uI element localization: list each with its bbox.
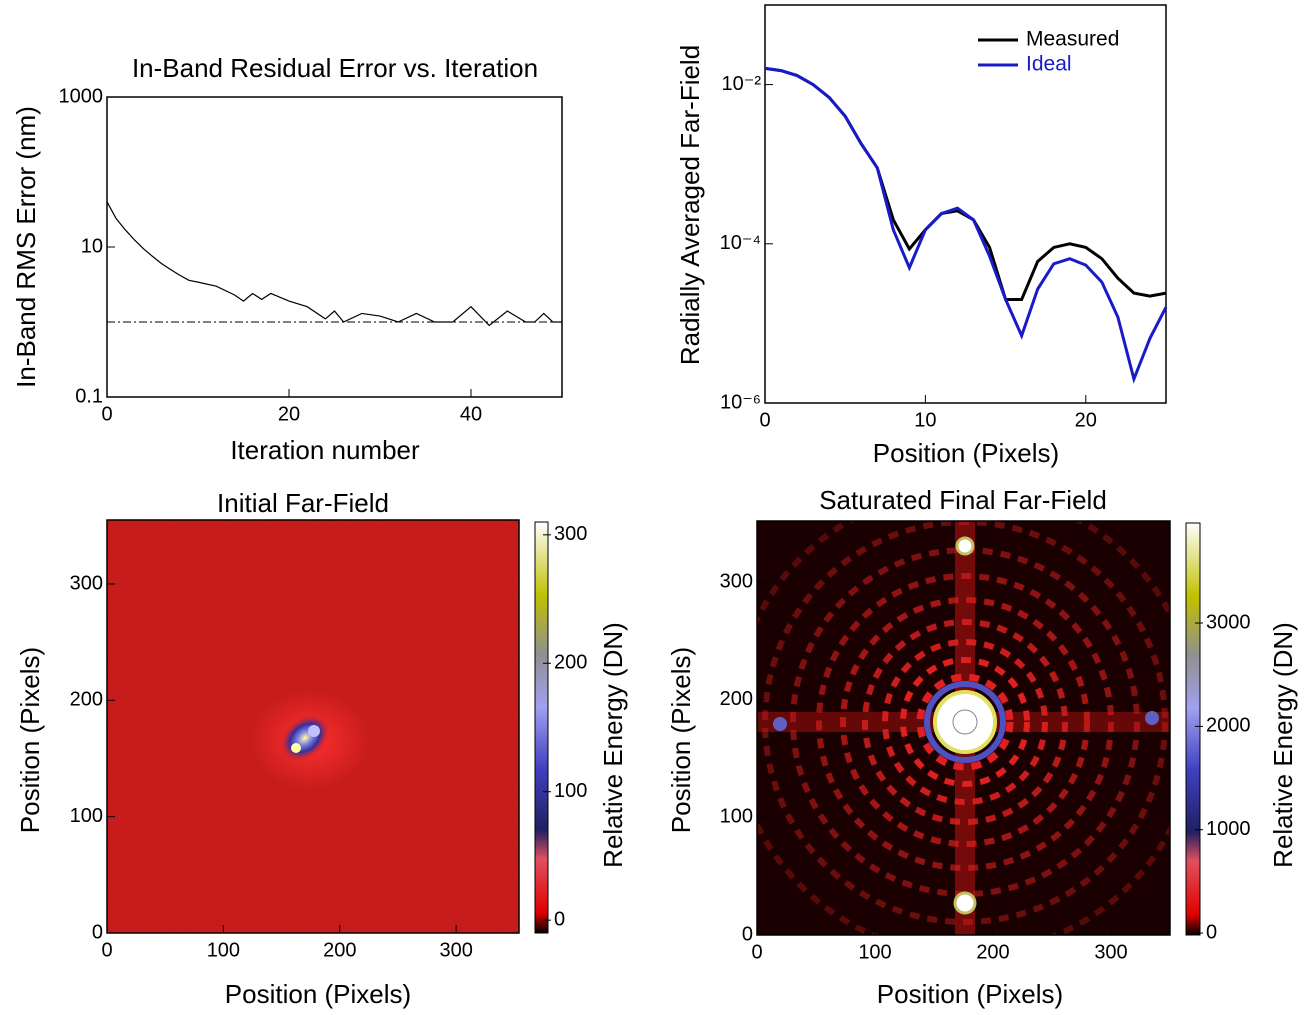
x-axis-label: Position (Pixels) (877, 979, 1063, 1009)
y-tick-label: 0 (742, 923, 753, 945)
x-tick-label: 40 (460, 403, 482, 425)
y-tick-label: 10 (81, 235, 103, 257)
x-tick-label: 20 (1075, 409, 1097, 431)
y-tick-label: 300 (720, 570, 753, 592)
x-tick-label: 200 (976, 941, 1009, 963)
y-axis-label: Position (Pixels) (15, 647, 45, 833)
y-tick-label: 0.1 (75, 385, 103, 407)
y-axis-label: Radially Averaged Far-Field (675, 45, 705, 365)
x-axis-label: Position (Pixels) (873, 438, 1059, 468)
y-tick-label: 200 (70, 689, 103, 711)
colorbar-tick-label: 0 (1206, 921, 1217, 943)
x-axis-label: Iteration number (230, 435, 420, 465)
x-tick-label: 100 (858, 941, 891, 963)
colorbar-tick-label: 200 (554, 652, 587, 674)
plot-frame (756, 520, 1171, 936)
y-tick-label: 100 (720, 806, 753, 828)
chart-title: In-Band Residual Error vs. Iteration (132, 53, 538, 83)
y-tick-label: 100 (70, 805, 103, 827)
x-tick-label: 200 (323, 939, 356, 961)
y-tick-label: 200 (720, 688, 753, 710)
colorbar-tick-label: 100 (554, 780, 587, 802)
colorbar (534, 521, 549, 934)
chart-title: Saturated Final Far-Field (819, 485, 1107, 515)
x-axis-label: Position (Pixels) (225, 979, 411, 1009)
colorbar-tick-label: 0 (554, 908, 565, 930)
y-tick-label: 10⁻⁶ (720, 391, 761, 413)
colorbar-label: Relative Energy (DN) (1268, 622, 1298, 868)
colorbar-tick-label: 2000 (1206, 715, 1251, 737)
legend-label: Measured (1026, 28, 1119, 51)
y-tick-label: 10⁻² (722, 73, 762, 95)
plot-frame (764, 4, 1167, 404)
x-tick-label: 10 (914, 409, 936, 431)
colorbar-tick-label: 1000 (1206, 818, 1251, 840)
x-tick-label: 300 (1094, 941, 1127, 963)
x-tick-label: 0 (101, 403, 112, 425)
x-tick-label: 20 (278, 403, 300, 425)
x-tick-label: 300 (439, 939, 472, 961)
colorbar-tick-label: 300 (554, 523, 587, 545)
x-tick-label: 0 (759, 409, 770, 431)
x-tick-label: 0 (101, 939, 112, 961)
colorbar-label: Relative Energy (DN) (598, 622, 628, 868)
chart-title: Initial Far-Field (217, 488, 389, 518)
heatmap-image (757, 521, 1170, 935)
y-axis-label: In-Band RMS Error (nm) (11, 106, 41, 388)
x-tick-label: 0 (751, 941, 762, 963)
legend-label: Ideal (1026, 53, 1072, 76)
y-tick-label: 0 (92, 921, 103, 943)
plot-frame (106, 519, 520, 934)
y-tick-label: 10⁻⁴ (720, 232, 761, 254)
y-tick-label: 300 (70, 572, 103, 594)
colorbar-tick-label: 3000 (1206, 611, 1251, 633)
y-axis-label: Position (Pixels) (666, 647, 696, 833)
plot-frame (106, 96, 563, 398)
colorbar (1185, 522, 1201, 936)
heatmap-image (107, 520, 519, 933)
series-line (106, 201, 562, 327)
series-line (764, 66, 1168, 384)
x-tick-label: 100 (207, 939, 240, 961)
y-tick-label: 1000 (59, 85, 104, 107)
series-line (764, 66, 1167, 301)
